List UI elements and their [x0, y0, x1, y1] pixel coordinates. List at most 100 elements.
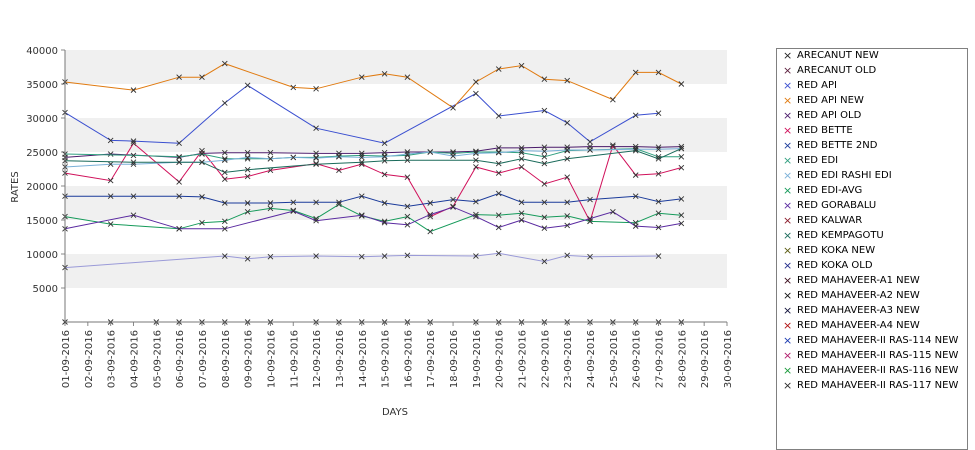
legend-item: × RED MAHAVEER-II RAS-114 NEW	[777, 334, 967, 349]
data-point	[564, 174, 571, 180]
data-point	[655, 210, 662, 217]
legend-label: RED MAHAVEER-A1 NEW	[797, 275, 920, 286]
data-point	[678, 81, 685, 87]
data-point	[381, 200, 388, 206]
data-point	[176, 179, 182, 185]
x-tick-label: 04-09-2016	[129, 330, 140, 388]
legend-label: RED KALWAR	[797, 215, 863, 226]
data-point	[130, 152, 137, 159]
legend-item: × RED KEMPAGOTU	[777, 229, 967, 244]
legend-label: RED KOKA OLD	[797, 260, 873, 271]
data-point	[587, 215, 593, 222]
legend-label: ARECANUT NEW	[797, 50, 879, 61]
data-point	[564, 119, 571, 126]
data-point	[313, 125, 319, 132]
x-tick-label: 18-09-2016	[449, 330, 460, 388]
data-point	[587, 253, 593, 260]
x-tick-label: 24-09-2016	[586, 330, 597, 388]
legend-label: RED EDI RASHI EDI	[797, 170, 892, 181]
data-point	[336, 201, 342, 208]
data-point	[199, 151, 205, 157]
y-tick-label: 15000	[26, 216, 58, 227]
data-point	[107, 161, 114, 168]
x-tick-label: 13-09-2016	[335, 330, 346, 388]
data-point	[176, 153, 182, 160]
legend-marker-icon: ×	[783, 64, 793, 77]
series	[62, 190, 685, 210]
data-point	[450, 153, 456, 159]
data-point	[541, 258, 548, 265]
data-point	[564, 147, 571, 154]
legend-item: × RED MAHAVEER-A1 NEW	[777, 274, 967, 289]
data-point	[473, 157, 479, 163]
legend-label: RED MAHAVEER-II RAS-117 NEW	[797, 380, 959, 391]
data-point	[518, 155, 525, 162]
data-point	[404, 151, 411, 157]
legend-item: × ARECANUT NEW	[777, 49, 967, 64]
data-point	[381, 253, 388, 259]
legend-marker-icon: ×	[783, 304, 793, 317]
data-point	[130, 140, 137, 146]
x-tick-label: 02-09-2016	[84, 330, 95, 388]
legend-item: × RED EDI-AVG	[777, 184, 967, 199]
data-point	[678, 153, 685, 160]
data-point	[404, 221, 411, 228]
legend-label: RED EDI-AVG	[797, 185, 863, 196]
data-point	[495, 145, 502, 151]
data-point	[473, 164, 479, 170]
data-point	[130, 138, 137, 144]
data-point	[381, 171, 388, 178]
x-tick-label: 15-09-2016	[381, 330, 392, 388]
data-point	[267, 205, 274, 212]
data-point	[564, 199, 571, 206]
data-point	[587, 196, 593, 203]
legend-marker-icon: ×	[783, 79, 793, 92]
legend-marker-icon: ×	[783, 229, 793, 242]
data-point	[541, 153, 548, 160]
data-point	[495, 212, 502, 219]
y-tick-label: 10000	[26, 250, 58, 261]
data-point	[632, 112, 639, 119]
data-point	[678, 212, 685, 219]
legend-item: × RED EDI RASHI EDI	[777, 169, 967, 184]
data-point	[450, 196, 456, 203]
data-point	[199, 194, 205, 200]
data-point	[541, 181, 548, 187]
data-point	[655, 155, 662, 162]
data-point	[176, 140, 182, 146]
data-point	[541, 107, 548, 114]
data-point	[495, 170, 502, 176]
grid-band	[65, 254, 727, 288]
data-point	[495, 190, 502, 197]
data-point	[495, 160, 502, 167]
data-point	[655, 170, 662, 177]
legend-item: × RED MAHAVEER-II RAS-116 NEW	[777, 364, 967, 379]
x-tick-label: 05-09-2016	[152, 330, 163, 388]
legend-item: × RED MAHAVEER-A2 NEW	[777, 289, 967, 304]
data-point	[244, 82, 251, 89]
x-tick-label: 11-09-2016	[289, 330, 300, 388]
data-point	[404, 74, 411, 81]
legend-item: × ARECANUT OLD	[777, 64, 967, 79]
data-point	[244, 173, 251, 180]
data-point	[518, 199, 525, 206]
data-point	[564, 222, 571, 229]
legend-item: × RED BETTE 2ND	[777, 139, 967, 154]
x-tick-label: 10-09-2016	[266, 330, 277, 388]
data-point	[495, 149, 502, 156]
data-point	[632, 193, 639, 200]
x-tick-label: 23-09-2016	[563, 330, 574, 388]
data-point	[267, 200, 274, 206]
data-point	[244, 166, 251, 173]
y-tick-label: 25000	[26, 148, 58, 159]
data-point	[358, 154, 365, 161]
data-point	[632, 223, 639, 229]
legend-item: × RED KOKA OLD	[777, 259, 967, 274]
data-point	[336, 153, 342, 159]
data-point	[290, 208, 297, 214]
data-point	[381, 153, 388, 160]
grid-band	[65, 186, 727, 220]
data-point	[381, 219, 388, 226]
data-point	[107, 151, 114, 157]
legend-marker-icon: ×	[783, 379, 793, 392]
